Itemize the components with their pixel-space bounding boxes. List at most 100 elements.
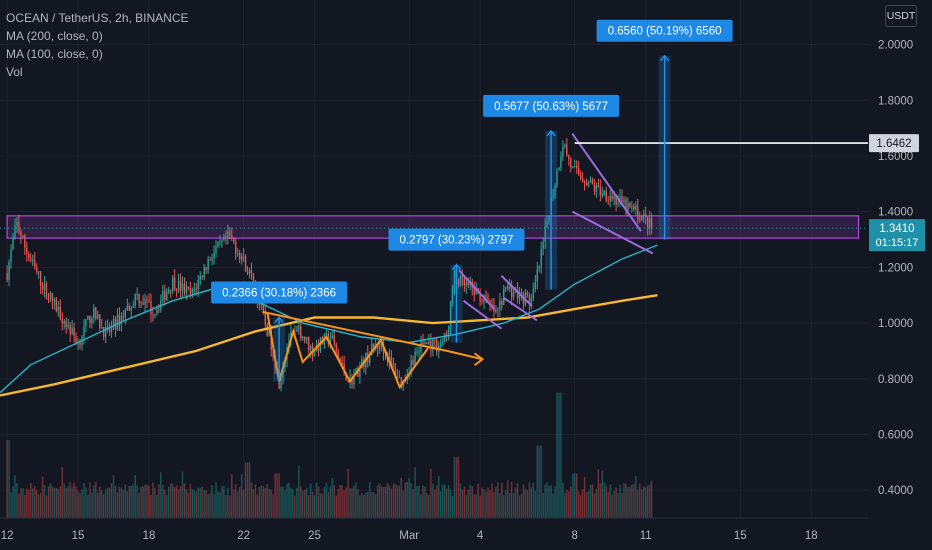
volume-bar [311,491,314,518]
price-range-measure[interactable]: 0.2366 (30.18%) 2366 [211,281,348,382]
candle [524,288,527,307]
candle [302,335,304,341]
candle [501,297,503,311]
ma-100-legend[interactable]: MA (100, close, 0) [6,47,103,61]
volume-bar [443,484,446,518]
y-tick-label: 0.4000 [878,485,913,497]
candle [39,270,42,295]
candle-body [160,300,162,310]
candle-body [520,292,523,294]
volume-bar [278,473,280,518]
time-axis[interactable]: 12 15 18 22 25 Mar 4 8 11 15 18 [0,517,868,542]
candle [597,178,600,188]
candle [430,333,432,358]
x-tick-label: 12 [1,530,14,542]
candle-body [526,292,529,295]
candle-body [528,294,531,304]
volume-bar [242,490,245,518]
candle-body [18,221,20,232]
volume-bar [367,492,369,518]
neckline[interactable] [262,310,448,352]
ma-100-line[interactable] [0,244,658,394]
price-range-measure[interactable]: 0.5677 (50.63%) 5677 [483,94,620,290]
candle-body [97,314,99,319]
volume-bar [570,486,572,518]
flag-trendline[interactable] [458,269,496,310]
volume-bar [162,484,164,518]
flag-trendline[interactable] [500,275,533,308]
candle-body [440,343,442,347]
candle [568,154,570,166]
volume-bar [463,486,466,518]
price-axis[interactable]: 2.0000 1.8000 1.6000 1.4000 1.2000 1.0000 0.80… [878,40,913,498]
candle [558,166,560,171]
volume-bar [144,484,146,518]
candle-body [171,277,174,291]
volume-bar [69,481,71,518]
candle-body [546,221,548,226]
head-shoulders-pattern[interactable] [266,311,429,390]
flag-trendline[interactable] [571,210,654,255]
volume-bar [71,486,73,518]
candle [503,284,505,306]
candle-body [240,256,243,260]
range-label-box [211,281,348,304]
candle-body [169,289,172,291]
volume-bar [599,483,602,518]
candle [160,294,162,313]
volume-bar [648,484,651,518]
candle-body [189,288,192,294]
candle [124,307,127,325]
volume-bar [447,485,450,518]
volume-bar [246,462,249,518]
candle [453,266,456,295]
candle [619,188,621,207]
candle [512,288,515,301]
candle-body [554,185,556,196]
candle [536,261,538,290]
volume-bar [288,482,290,518]
ma-200-legend[interactable]: MA (200, close, 0) [6,29,103,43]
volume-bar [67,485,69,518]
volume-legend[interactable]: Vol [6,65,23,79]
currency-button[interactable]: USDT [885,5,917,27]
volume-bar [451,495,454,518]
candle-body [615,196,617,205]
volume-bar [572,473,574,518]
volume-bar [414,467,416,518]
volume-bar [175,485,178,518]
flag-trendline[interactable] [571,133,642,232]
candle-body [637,205,639,219]
candle-body [225,236,227,239]
candle-body [205,267,207,270]
flag-trendline[interactable] [503,297,538,322]
candle [53,297,56,310]
candle-body [345,372,347,381]
breakout-arrow[interactable] [446,349,483,361]
arrow-head-icon [473,352,485,367]
candle-body [14,225,16,239]
volume-bar [93,484,95,518]
candle [572,166,574,169]
flag-trendline[interactable] [462,299,502,330]
candle [564,143,566,149]
candle-body [473,288,475,295]
volume-bar [329,486,332,518]
candle-body [449,301,452,329]
candle [91,316,93,329]
volume-bar [461,489,464,518]
price-range-measure[interactable]: 0.6560 (50.19%) 6560 [596,19,733,240]
volume-bar [615,487,617,518]
candle-body [530,298,533,304]
symbol-title[interactable]: OCEAN / TetherUS, 2h, BINANCE [6,11,189,25]
candle [487,293,489,303]
ma-200-line[interactable] [0,294,658,397]
candle [434,338,436,348]
volume-bar [85,487,87,518]
price-range-measure[interactable]: 0.2797 (30.23%) 2797 [388,228,525,343]
volume-bar [59,486,62,518]
candle [436,337,438,356]
candle [347,380,349,383]
candle-body [325,333,328,335]
